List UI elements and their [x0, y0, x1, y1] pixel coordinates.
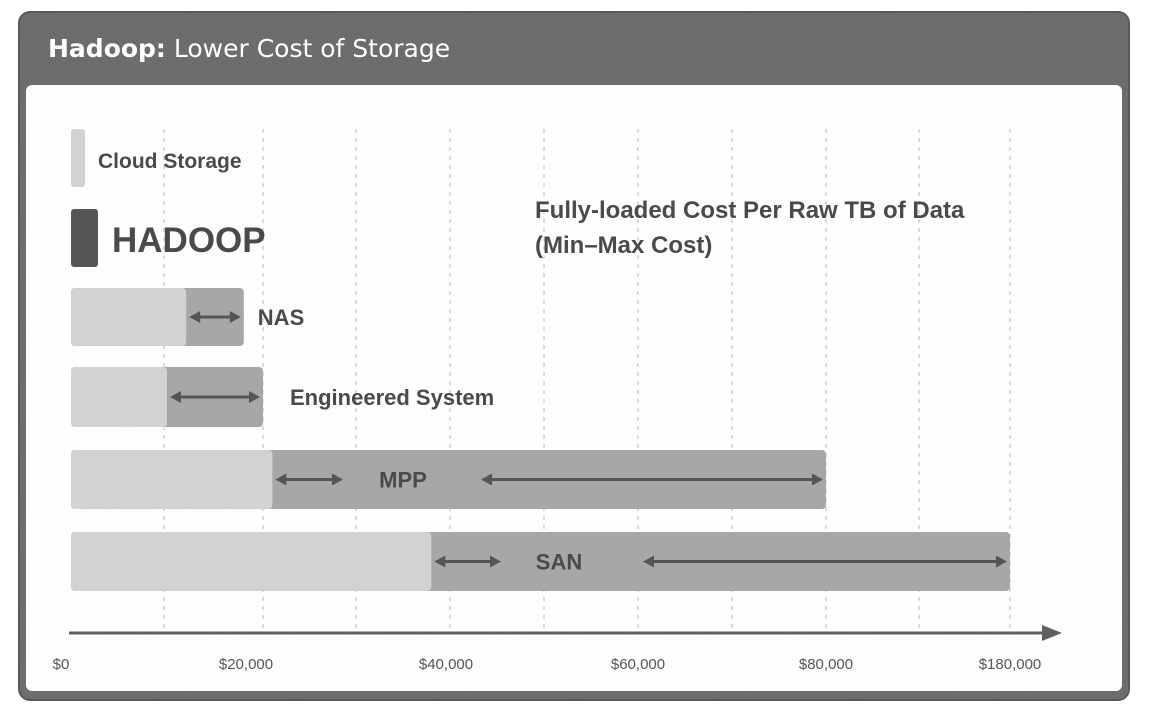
x-tick-label-0: $0	[53, 656, 70, 673]
arrow-engineered-system-head-right	[249, 391, 260, 403]
arrow-san-right-head-left	[643, 555, 654, 568]
label-nas: NAS	[258, 305, 304, 330]
label-mpp: MPP	[379, 468, 427, 493]
arrow-engineered-system-head-left	[170, 391, 181, 403]
x-tick-label-2: $40,000	[419, 656, 473, 673]
bar-san: SAN	[71, 532, 1010, 591]
x-tick-label-4: $80,000	[799, 656, 853, 673]
chart-subtitle-line1: Fully-loaded Cost Per Raw TB of Data	[535, 197, 965, 224]
panel-title-rest: Lower Cost of Storage	[173, 34, 451, 63]
arrow-nas-head-right	[229, 311, 241, 323]
arrow-mpp-left-head-left	[275, 473, 287, 486]
bar-nas: NAS	[71, 288, 304, 346]
label-engineered-system: Engineered System	[290, 385, 494, 410]
arrow-mpp-left-head-right	[332, 473, 343, 486]
bar-engineered-system-min	[71, 367, 167, 427]
bar-mpp-min	[71, 450, 273, 509]
arrow-san-left-head-right	[490, 555, 501, 568]
x-tick-label-3: $60,000	[611, 656, 665, 673]
bar-san-min	[71, 532, 432, 591]
chart-subtitle-line2: (Min–Max Cost)	[535, 232, 712, 259]
chart-panel: Hadoop: Lower Cost of Storage Cloud Stor…	[18, 11, 1130, 701]
label-san: SAN	[536, 550, 582, 575]
label-hadoop: HADOOP	[112, 221, 266, 260]
arrow-mpp-right-head-right	[812, 473, 823, 486]
bar-mpp: MPP	[71, 450, 826, 509]
panel-title-bold: Hadoop:	[48, 34, 166, 63]
arrow-san-left-head-left	[434, 555, 446, 568]
bar-nas-min	[71, 288, 187, 346]
cost-chart: Cloud Storage HADOOP NAS Engineered System M…	[53, 129, 1062, 673]
bar-engineered-system: Engineered System	[71, 367, 494, 427]
x-axis: $0 $20,000 $40,000 $60,000 $80,000 $180,000	[53, 625, 1062, 673]
chart-area: Cloud Storage HADOOP NAS Engineered System M…	[26, 85, 1122, 691]
bars: Cloud Storage HADOOP NAS Engineered System M…	[71, 129, 1010, 591]
label-cloud-storage: Cloud Storage	[98, 150, 242, 173]
bar-cloud-storage: Cloud Storage	[71, 129, 242, 187]
arrow-mpp-right-head-left	[481, 473, 492, 486]
x-tick-label-5: $180,000	[979, 656, 1042, 673]
bar-hadoop: HADOOP	[71, 209, 266, 267]
panel-title: Hadoop: Lower Cost of Storage	[48, 36, 450, 61]
bar-cloud-storage-fill	[71, 129, 85, 187]
x-tick-label-1: $20,000	[219, 656, 273, 673]
arrow-nas-head-left	[189, 311, 201, 323]
gridlines	[163, 129, 1011, 632]
bar-hadoop-fill	[71, 209, 98, 267]
x-axis-arrowhead	[1042, 625, 1062, 641]
arrow-san-right-head-right	[996, 555, 1007, 568]
